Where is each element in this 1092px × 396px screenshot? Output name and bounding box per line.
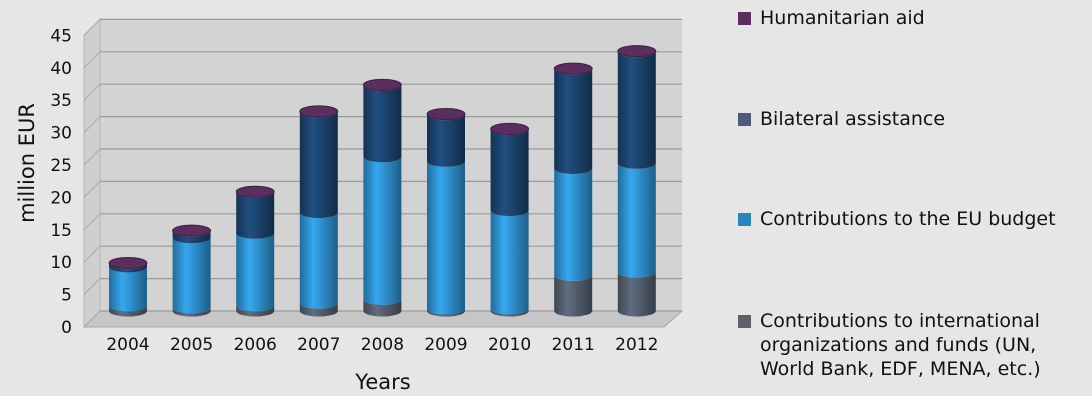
bar-segment [236,305,275,317]
bar-segment [427,114,465,167]
bar-stack-2005 [172,224,212,317]
legend-swatch [738,12,751,25]
y-tick-label: 20 [50,188,72,208]
y-tick-label: 5 [61,286,72,306]
y-tick-label: 10 [50,253,72,273]
bar-top-cap [108,257,148,270]
bar-segment [172,307,211,317]
gridline-side [83,116,101,133]
bar-top-cap [235,185,275,198]
bar-segment [109,266,147,312]
gridline-side [83,278,101,295]
bar-top-cap [172,224,212,237]
bar-segment [363,85,402,163]
gridline-side [83,83,101,101]
gridline-side [83,19,101,36]
bar-top-cap [490,122,530,135]
bars [108,45,657,317]
bar-top-cap [617,45,657,58]
bar-top-cap [362,78,402,91]
y-tick-label: 0 [61,318,72,338]
bar-segment [109,305,147,317]
x-tick-label: 2012 [615,335,658,355]
bar-segment [363,156,402,305]
gridline-side [83,310,101,328]
legend-swatch [738,315,751,328]
legend-label: Contributions to international organizat… [760,310,1041,380]
gridline-side [83,148,101,166]
bar-top-cap [553,62,593,75]
bar-segment [363,299,402,317]
bar-stack-2007 [299,105,339,317]
x-tick-label: 2005 [170,335,213,355]
bar-segment [554,69,593,174]
bar-top-cap [299,105,339,118]
bar-stack-2012 [617,45,657,317]
bar-segment [299,112,338,218]
legend-item-bilateral-assistance: Bilateral assistance [738,107,1090,131]
x-axis-title: Years [354,370,410,394]
x-tick-label: 2004 [106,335,149,355]
bar-segment [109,263,147,273]
gridline-side [83,245,101,263]
bar-segment [490,309,529,317]
legend-label: Bilateral assistance [760,108,946,130]
bar-segment [172,231,211,244]
legend-item-international-organizations: Contributions to international organizat… [738,309,1090,381]
gridline-side [83,181,101,198]
bar-segment [299,212,338,309]
bar-segment [490,210,529,315]
x-tick-label: 2008 [361,335,404,355]
bar-segment [427,309,465,317]
bar-segment [554,168,593,281]
bar-segment [617,51,656,169]
bar-segment [427,161,465,315]
bar-segment [236,192,275,239]
x-tick-label: 2006 [234,335,277,355]
legend-label: Humanitarian aid [760,7,925,29]
legend-swatch [738,213,751,226]
legend-swatch [738,113,751,126]
x-tick-label: 2010 [488,335,531,355]
y-tick-label: 30 [50,124,72,144]
x-tick-label: 2011 [552,335,595,355]
x-tick-label: 2007 [297,335,340,355]
bar-stack-2008 [362,78,402,317]
legend-label: Contributions to the EU budget [760,208,1056,230]
y-tick-label: 25 [50,156,72,176]
bar-segment [617,272,656,317]
bar-stack-2011 [553,62,593,317]
y-axis-title: million EUR [15,103,39,223]
gridline-side [83,213,101,231]
y-tick-label: 35 [50,91,72,111]
bar-segment [236,233,275,312]
bar-segment [617,163,656,278]
bar-stack-2006 [235,185,275,317]
bar-segment [299,303,338,317]
bar-segment [490,129,529,217]
bar-stack-2009 [426,108,466,317]
axes: 0 5 10 15 20 25 30 35 40 45 2004 2005 2006 2007 2008 20… [50,26,658,355]
bar-stack-2010 [490,122,530,317]
legend-item-humanitarian-aid: Humanitarian aid [738,6,1090,30]
bar-top-cap [426,108,466,121]
bar-stack-2004 [108,257,148,317]
stacked-bar-chart: 0 5 10 15 20 25 30 35 40 45 2004 2005 2006 2007 2008 20… [15,18,684,394]
y-tick-label: 15 [50,221,72,241]
legend: Humanitarian aid Bilateral assistance Co… [738,0,1092,396]
x-tick-label: 2009 [424,335,467,355]
gridline-side [83,51,101,69]
legend-item-eu-budget: Contributions to the EU budget [738,207,1090,231]
y-tick-label: 40 [50,59,72,79]
y-tick-label: 45 [50,26,72,46]
bar-segment [172,237,211,314]
bar-segment [554,275,593,317]
